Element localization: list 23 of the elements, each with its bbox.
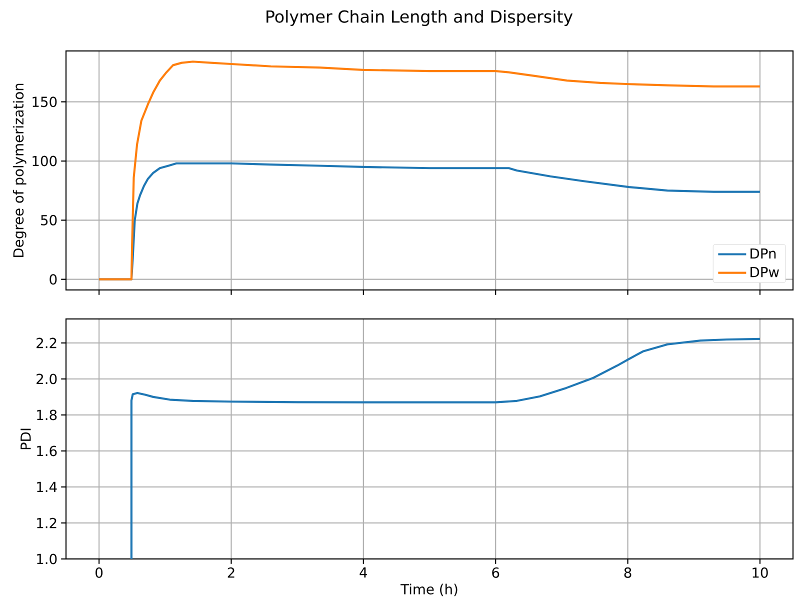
y-tick-label: 1.8 bbox=[37, 410, 57, 420]
y-tick-label: 2.2 bbox=[36, 338, 56, 348]
y-tick-label: 1.2 bbox=[37, 518, 56, 528]
chart-title: Polymer Chain Length and Dispersity bbox=[266, 10, 573, 26]
y-tick-label: 1.4 bbox=[37, 482, 57, 492]
y-tick-label: 50 bbox=[41, 214, 57, 226]
x-tick-label: 8 bbox=[624, 567, 632, 578]
x-tick-label: 4 bbox=[360, 567, 368, 578]
y-axis-title: PDI bbox=[20, 428, 31, 450]
y-tick-label: 1.0 bbox=[37, 554, 57, 564]
legend-label: DPw bbox=[750, 267, 779, 278]
legend-label: DPn bbox=[750, 248, 776, 259]
x-tick-label: 10 bbox=[752, 567, 768, 578]
y-tick-label: 0 bbox=[50, 274, 57, 285]
y-axis-title: Degree of polymerization bbox=[12, 84, 26, 257]
y-tick-label: 150 bbox=[32, 96, 57, 108]
x-tick-label: 2 bbox=[228, 567, 234, 578]
x-tick-label: 6 bbox=[492, 567, 500, 578]
y-tick-label: 2.0 bbox=[36, 374, 57, 384]
y-tick-label: 1.6 bbox=[37, 446, 57, 456]
x-axis-title: Time (h) bbox=[400, 584, 458, 596]
y-tick-label: 100 bbox=[32, 156, 57, 166]
x-tick-label: 0 bbox=[96, 567, 103, 578]
